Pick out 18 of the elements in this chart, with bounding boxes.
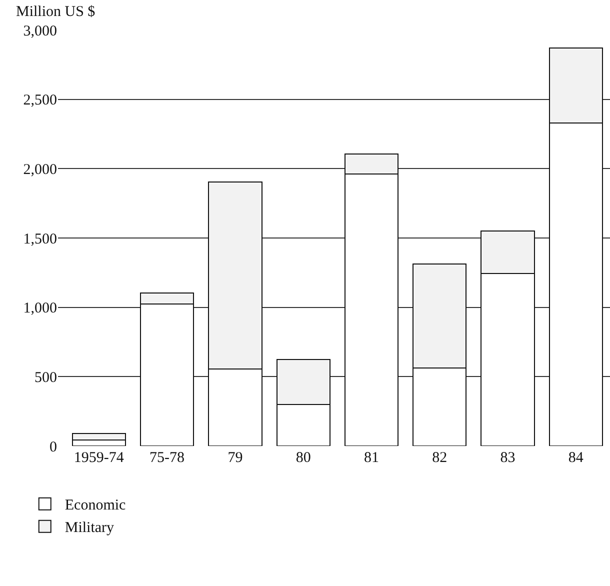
x-tick-label: 84 bbox=[568, 450, 584, 466]
legend-label: Economic bbox=[64, 498, 126, 514]
x-tick-label: 80 bbox=[296, 450, 311, 466]
y-tick-label: 0 bbox=[50, 439, 57, 456]
y-tick-label: 2,500 bbox=[23, 92, 57, 109]
x-tick-label: 1959-74 bbox=[74, 450, 124, 466]
y-tick-label: 1,500 bbox=[23, 231, 57, 248]
x-tick-label: 82 bbox=[432, 450, 448, 466]
y-tick-label: 1,000 bbox=[23, 300, 57, 317]
legend-label: Military bbox=[64, 520, 115, 536]
x-tick-label: 83 bbox=[500, 450, 516, 466]
y-tick-label: 500 bbox=[34, 370, 57, 386]
y-axis-title: Million US $ bbox=[16, 4, 96, 20]
x-tick-label: 81 bbox=[364, 450, 379, 466]
y-tick-label: 2,000 bbox=[23, 162, 57, 178]
y-tick-label: 3,000 bbox=[23, 23, 57, 40]
x-tick-label: 75-78 bbox=[150, 450, 185, 466]
x-tick-label: 79 bbox=[228, 450, 243, 466]
